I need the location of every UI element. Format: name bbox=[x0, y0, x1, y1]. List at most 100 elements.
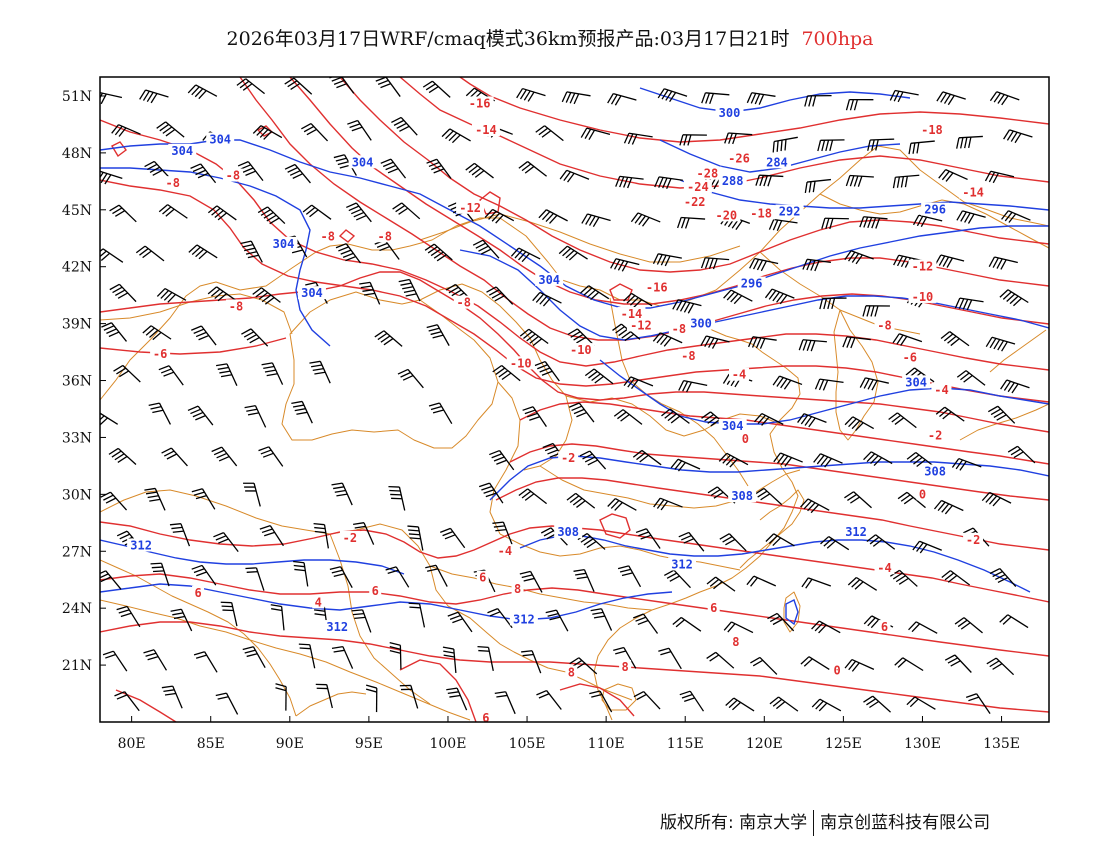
lon-label: 105E bbox=[509, 736, 546, 752]
temperature-label-bg bbox=[724, 151, 753, 165]
wind-barb bbox=[215, 692, 239, 715]
wind-barb bbox=[191, 325, 217, 346]
wind-barb bbox=[335, 243, 362, 264]
lat-label: 39N bbox=[62, 317, 92, 333]
wind-barb bbox=[545, 609, 569, 632]
height-label: 300 bbox=[719, 106, 741, 120]
temperature-label-bg bbox=[874, 561, 895, 575]
temperature-label: -4 bbox=[934, 383, 948, 397]
wind-barb bbox=[187, 84, 218, 100]
wind-barb bbox=[617, 565, 642, 588]
wind-barb bbox=[632, 449, 662, 466]
wind-barb bbox=[161, 685, 183, 709]
height-label-bg bbox=[269, 236, 298, 250]
wind-barb bbox=[144, 487, 166, 511]
wind-barb bbox=[701, 92, 730, 105]
height-label-bg bbox=[127, 538, 156, 552]
temperature-label-bg bbox=[917, 123, 946, 137]
wind-barb bbox=[242, 646, 266, 668]
wind-barb bbox=[676, 216, 706, 229]
height-label-bg bbox=[668, 557, 697, 571]
temperature-label: 8 bbox=[568, 666, 575, 680]
temperature-label-bg bbox=[908, 289, 937, 303]
wind-barb bbox=[844, 416, 875, 432]
temperature-label: 6 bbox=[194, 586, 201, 600]
wind-barb bbox=[940, 331, 970, 347]
wind-barb bbox=[391, 116, 418, 136]
wind-barb bbox=[426, 158, 452, 179]
wind-barb bbox=[999, 289, 1029, 307]
isotherm bbox=[459, 77, 1049, 143]
temperature-label-bg bbox=[374, 229, 395, 243]
wind-barb bbox=[590, 608, 613, 631]
temperature-label-bg bbox=[150, 346, 171, 360]
wind-barb bbox=[580, 285, 610, 301]
temperature-label: -24 bbox=[687, 180, 709, 194]
wind-barb bbox=[956, 210, 986, 224]
wind-barb bbox=[765, 533, 795, 547]
wind-barb bbox=[749, 257, 779, 272]
height-label: 304 bbox=[209, 133, 231, 147]
east-coast bbox=[593, 319, 801, 721]
wind-barb bbox=[951, 457, 982, 471]
lon-label: 125E bbox=[825, 736, 862, 752]
wind-barb bbox=[652, 332, 683, 347]
wind-barb bbox=[298, 643, 316, 669]
wind-barb bbox=[845, 98, 874, 111]
temperature-label-bg bbox=[565, 665, 578, 679]
wind-barb bbox=[821, 217, 849, 230]
india-outline bbox=[100, 559, 297, 717]
wind-barb bbox=[472, 239, 500, 259]
wind-barb bbox=[270, 604, 285, 631]
wind-barb bbox=[478, 482, 504, 504]
wind-barb bbox=[798, 339, 827, 352]
lon-label: 90E bbox=[276, 736, 304, 752]
temperature-label: -8 bbox=[226, 169, 240, 183]
height-label-bg bbox=[168, 143, 197, 157]
temperature-label: -20 bbox=[715, 208, 737, 222]
wind-barb bbox=[116, 605, 141, 628]
wind-barb bbox=[559, 169, 590, 183]
wind-barb bbox=[767, 612, 795, 632]
wind-barb bbox=[772, 136, 798, 153]
isotherm bbox=[100, 119, 1049, 371]
temperature-label-bg bbox=[899, 350, 920, 364]
wind-barb bbox=[747, 336, 777, 349]
wind-barb bbox=[158, 204, 188, 219]
wind-barb bbox=[581, 213, 611, 228]
wind-barb bbox=[863, 695, 891, 713]
wind-barb bbox=[632, 613, 659, 634]
temperature-label: -28 bbox=[697, 167, 719, 181]
wind-barb bbox=[657, 88, 688, 103]
temperature-label: -2 bbox=[928, 428, 942, 442]
temperature-label-bg bbox=[712, 208, 741, 222]
lon-label: 135E bbox=[983, 736, 1020, 752]
wind-barb bbox=[302, 204, 332, 220]
wind-barb bbox=[938, 169, 968, 182]
height-contours bbox=[100, 87, 1049, 626]
height-label-bg bbox=[687, 316, 716, 330]
wind-barb bbox=[954, 297, 984, 311]
temperature-label: -4 bbox=[498, 544, 512, 558]
wind-barb bbox=[510, 247, 541, 263]
temperature-label: -6 bbox=[153, 347, 167, 361]
temperature-label-bg bbox=[494, 544, 515, 558]
temperature-label: -8 bbox=[377, 229, 391, 243]
wind-barb bbox=[567, 328, 595, 347]
wind-barb bbox=[894, 657, 924, 672]
wind-barb bbox=[301, 123, 329, 142]
temperature-label: -22 bbox=[684, 195, 706, 209]
wind-barb bbox=[773, 452, 803, 467]
wind-barb bbox=[426, 324, 450, 346]
temperature-label-bg bbox=[317, 229, 338, 243]
height-label-bg bbox=[535, 272, 564, 286]
isotherm bbox=[338, 229, 356, 243]
wind-barb bbox=[912, 214, 943, 228]
wind-barb bbox=[652, 253, 682, 267]
wind-barb bbox=[956, 135, 983, 149]
southeast-asia-1 bbox=[100, 599, 471, 721]
temperature-label: 6 bbox=[372, 584, 379, 598]
wind-barb bbox=[407, 525, 424, 551]
wind-barb bbox=[284, 163, 311, 184]
china-border-south bbox=[100, 489, 633, 701]
